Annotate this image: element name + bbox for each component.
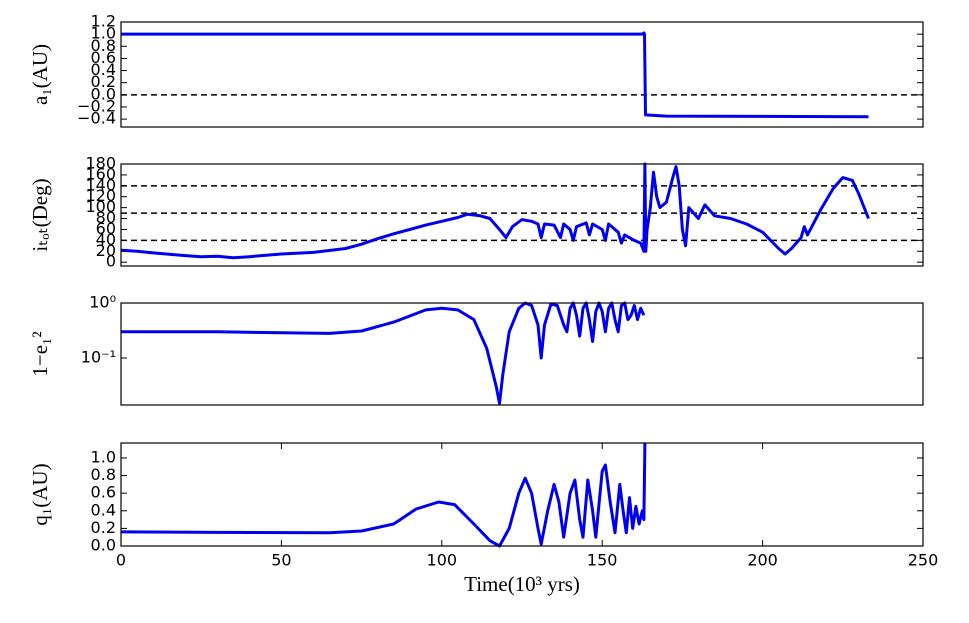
y-tick-label: 40 xyxy=(96,230,116,249)
y-tick-label: 0.0 xyxy=(91,84,116,103)
y-tick-label: 160 xyxy=(85,164,116,183)
y-tick-label: 1.2 xyxy=(91,12,116,31)
y-tick-label: 0.4 xyxy=(91,500,116,519)
y-tick-label: 1.0 xyxy=(91,24,116,43)
y-tick-label: 100 xyxy=(85,197,116,216)
x-tick-label: 100 xyxy=(427,551,458,570)
data-line xyxy=(120,442,647,548)
y-tick-label: 0.6 xyxy=(91,483,116,502)
axes-frame xyxy=(120,21,924,128)
y-tick-label: 0 xyxy=(106,252,116,271)
y-tick-label: 80 xyxy=(96,208,116,227)
y-tick-label: 0.6 xyxy=(91,48,116,67)
y-tick-label: 120 xyxy=(85,186,116,205)
y-tick-label: 0.2 xyxy=(91,72,116,91)
y-axis-label: a₁(AU) xyxy=(28,44,52,105)
y-axis-label: iₜₒₜ(Deg) xyxy=(28,178,52,251)
y-tick-label: 10⁻¹ xyxy=(81,348,116,367)
y-tick-label: −0.2 xyxy=(77,96,116,115)
y-axis-label: 1−e₁² xyxy=(28,331,52,376)
axes-frame xyxy=(120,442,924,547)
axes-frame xyxy=(120,302,924,406)
y-tick-label: 10⁰ xyxy=(89,293,116,312)
data-line xyxy=(121,301,646,405)
y-tick-label: 140 xyxy=(85,175,116,194)
y-tick-label: −0.4 xyxy=(77,109,116,128)
y-tick-label: 0.2 xyxy=(91,518,116,537)
y-tick-label: 0.8 xyxy=(91,465,116,484)
y-tick-label: 20 xyxy=(96,241,116,260)
x-tick-label: 250 xyxy=(908,551,939,570)
x-axis-label: Time(10³ yrs) xyxy=(464,572,580,596)
data-line xyxy=(121,31,869,119)
y-tick-label: 0.8 xyxy=(91,36,116,55)
y-tick-label: 180 xyxy=(85,154,116,173)
y-tick-label: 1.0 xyxy=(91,447,116,466)
y-axis-label: q₁(AU) xyxy=(28,463,52,525)
x-tick-label: 200 xyxy=(747,551,778,570)
data-line xyxy=(120,162,870,260)
y-tick-label: 0.0 xyxy=(91,536,116,555)
x-tick-label: 150 xyxy=(587,551,618,570)
y-tick-label: 60 xyxy=(96,219,116,238)
axes-frame xyxy=(120,163,924,267)
x-tick-label: 50 xyxy=(271,551,291,570)
y-tick-label: 0.4 xyxy=(91,60,116,79)
x-tick-label: 0 xyxy=(116,551,126,570)
